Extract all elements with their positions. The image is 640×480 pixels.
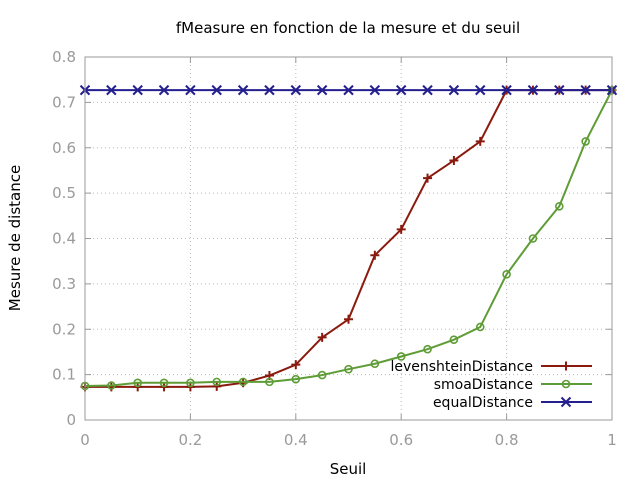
data-point-levenshteindistance bbox=[317, 332, 327, 342]
plot-frame bbox=[84, 56, 613, 421]
series-equaldistance bbox=[79, 84, 618, 96]
y-tick-label: 0.4 bbox=[52, 230, 76, 248]
data-point-equaldistance bbox=[422, 84, 433, 96]
data-point-levenshteindistance bbox=[370, 250, 380, 260]
chart-title: fMeasure en fonction de la mesure et du … bbox=[176, 19, 520, 37]
data-point-smoadistance bbox=[475, 322, 485, 332]
grid bbox=[84, 56, 613, 421]
x-axis-label: Seuil bbox=[330, 460, 367, 478]
data-point-smoadistance bbox=[317, 370, 327, 380]
data-point-equaldistance bbox=[580, 84, 591, 96]
y-tick-label: 0.6 bbox=[52, 139, 76, 157]
data-point-equaldistance bbox=[316, 84, 328, 96]
data-point-smoadistance bbox=[344, 364, 353, 374]
data-point-levenshteindistance bbox=[212, 381, 222, 391]
data-point-equaldistance bbox=[527, 84, 539, 96]
y-tick-label: 0.8 bbox=[52, 48, 76, 66]
data-point-levenshteindistance bbox=[449, 155, 459, 165]
data-point-equaldistance bbox=[185, 84, 196, 96]
y-tick-label: 0.1 bbox=[52, 366, 76, 384]
legend-label-levenshteindistance: levenshteinDistance bbox=[390, 359, 533, 375]
y-tick-label: 0.2 bbox=[52, 320, 76, 338]
data-point-smoadistance bbox=[238, 377, 248, 387]
data-point-smoadistance bbox=[291, 374, 301, 384]
data-point-smoadistance bbox=[159, 378, 169, 388]
legend-label-smoadistance: smoaDistance bbox=[434, 377, 533, 393]
x-tick-label: 0.2 bbox=[178, 431, 202, 449]
data-point-smoadistance bbox=[528, 234, 538, 243]
data-point-smoadistance bbox=[581, 137, 590, 146]
data-point-smoadistance bbox=[554, 201, 564, 211]
data-point-smoadistance bbox=[265, 377, 274, 387]
y-tick-label: 0 bbox=[66, 411, 76, 429]
legend-marker-smoadistance bbox=[561, 379, 571, 389]
y-tick-label: 0.5 bbox=[52, 184, 76, 202]
data-point-equaldistance bbox=[395, 84, 407, 96]
legend-label-equaldistance: equalDistance bbox=[433, 395, 533, 411]
series-line-smoadistance bbox=[84, 89, 613, 387]
data-point-equaldistance bbox=[132, 84, 143, 96]
data-point-smoadistance bbox=[423, 344, 432, 354]
data-point-smoadistance bbox=[502, 270, 511, 279]
data-point-smoadistance bbox=[396, 352, 406, 361]
data-point-equaldistance bbox=[501, 84, 512, 96]
data-point-smoadistance bbox=[186, 378, 195, 388]
data-point-smoadistance bbox=[370, 359, 380, 369]
tick-labels: 0 0.1 0.2 0.3 0.4 0.5 0.6 0.7 0.8 0 0.2 0.4 0.6 0.8 1 bbox=[52, 48, 617, 449]
legend-marker-levenshteindistance bbox=[561, 361, 571, 371]
data-point-equaldistance bbox=[448, 84, 460, 96]
data-point-equaldistance bbox=[264, 84, 275, 96]
data-point-equaldistance bbox=[237, 84, 249, 96]
data-point-smoadistance bbox=[449, 335, 459, 344]
data-point-smoadistance bbox=[212, 377, 222, 387]
data-point-equaldistance bbox=[290, 84, 302, 96]
y-tick-label: 0.3 bbox=[52, 275, 76, 293]
data-point-equaldistance bbox=[369, 84, 381, 96]
data-point-levenshteindistance bbox=[423, 173, 433, 183]
y-axis-label: Mesure de distance bbox=[6, 165, 24, 311]
data-point-equaldistance bbox=[211, 84, 222, 96]
data-point-levenshteindistance bbox=[475, 136, 485, 146]
data-point-levenshteindistance bbox=[396, 224, 406, 234]
data-point-equaldistance bbox=[158, 84, 170, 96]
data-point-equaldistance bbox=[475, 84, 486, 96]
x-tick-label: 0.4 bbox=[284, 431, 308, 449]
legend: levenshteinDistance smoaDistance equalDist… bbox=[390, 359, 592, 411]
data-point-levenshteindistance bbox=[344, 314, 353, 324]
data-point-equaldistance bbox=[106, 84, 117, 96]
x-tick-label: 0 bbox=[80, 431, 90, 449]
x-tick-label: 0.6 bbox=[389, 431, 413, 449]
series-layer bbox=[79, 84, 618, 392]
data-point-smoadistance bbox=[107, 381, 116, 390]
data-point-smoadistance bbox=[133, 378, 142, 388]
x-tick-label: 0.8 bbox=[495, 431, 519, 449]
data-point-levenshteindistance bbox=[291, 360, 301, 370]
data-point-equaldistance bbox=[554, 84, 565, 96]
data-point-equaldistance bbox=[343, 84, 354, 96]
legend-marker-equaldistance bbox=[560, 396, 572, 408]
y-tick-label: 0.7 bbox=[52, 93, 76, 111]
x-tick-label: 1 bbox=[607, 431, 617, 449]
